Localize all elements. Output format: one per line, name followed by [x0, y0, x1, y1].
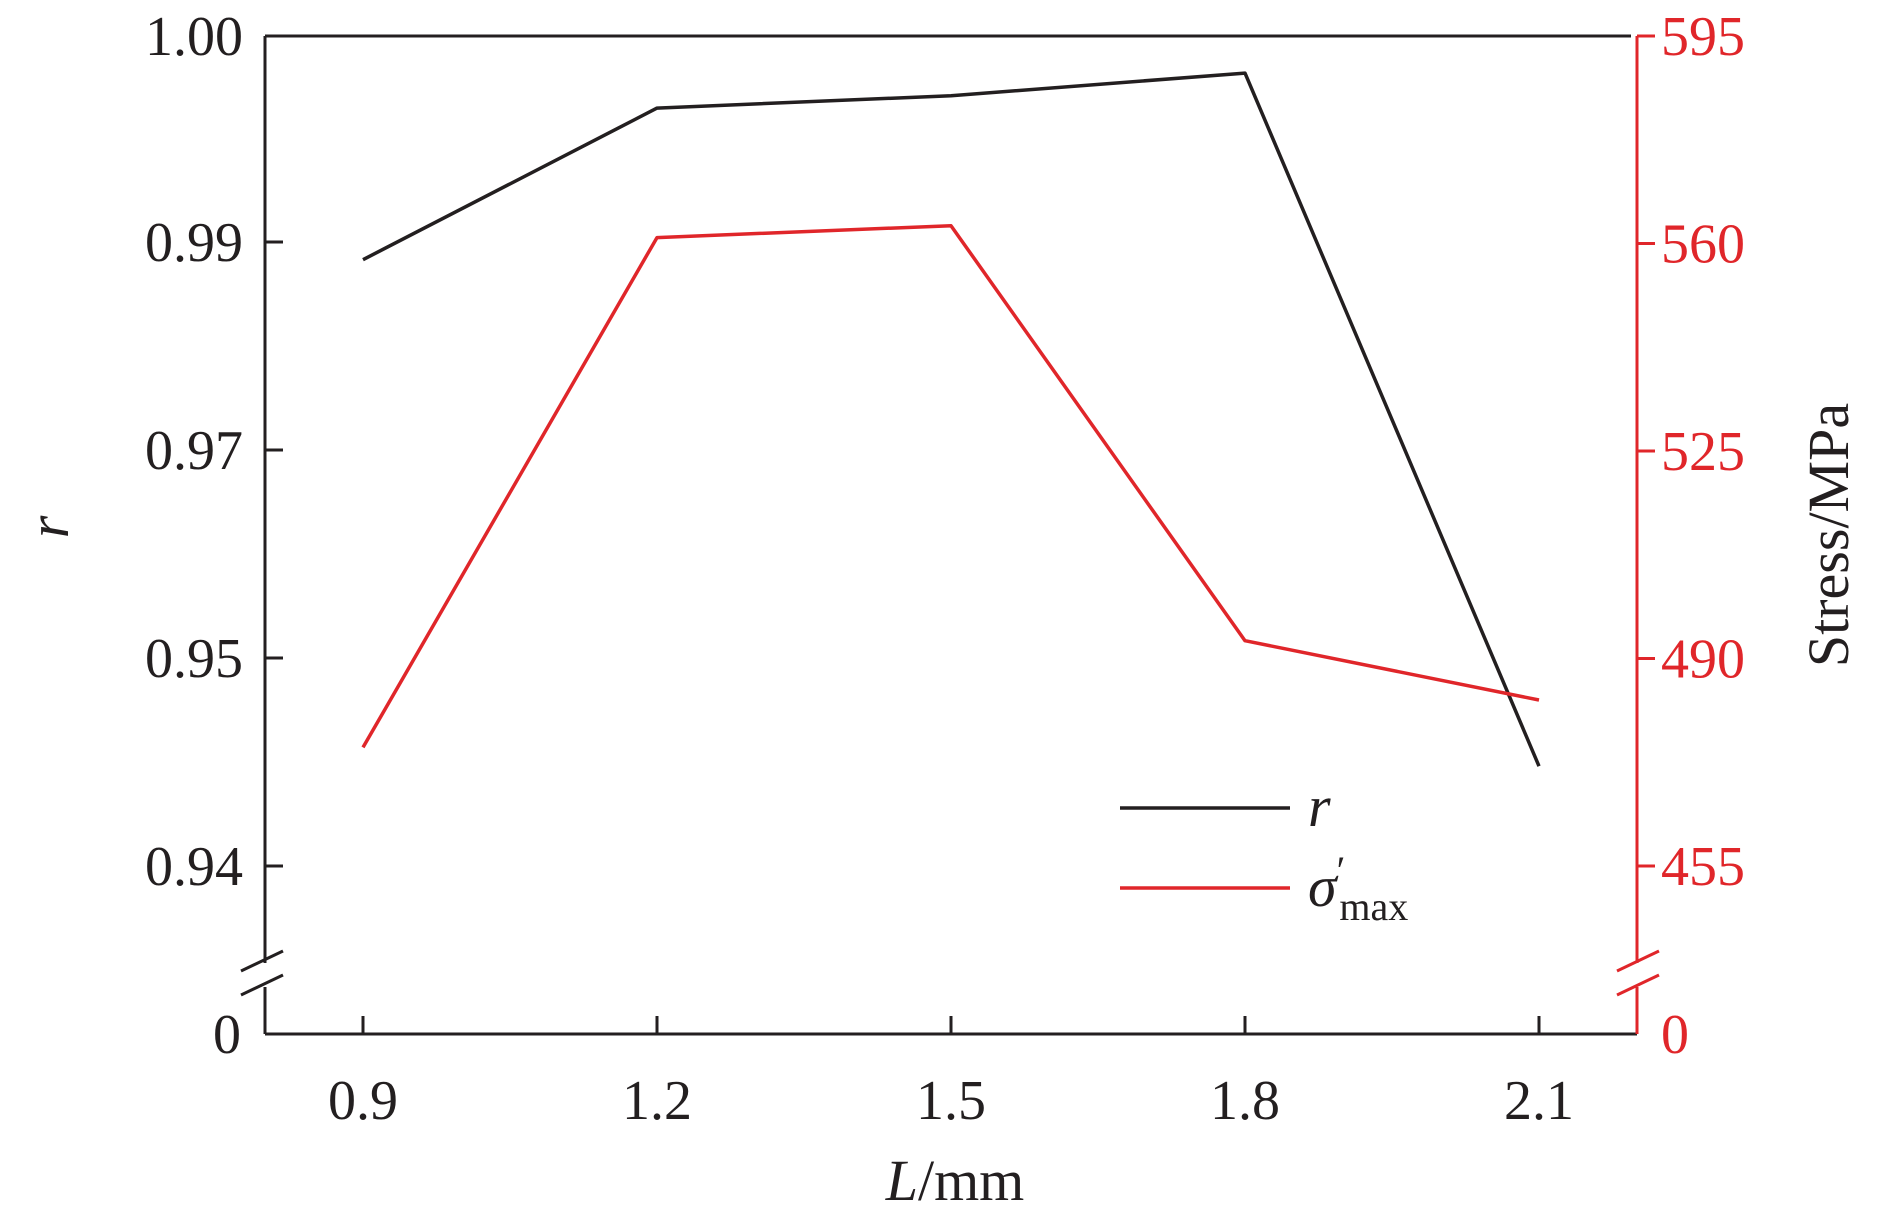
left-y-axis: 0.94 0.95 0.97 0.99 1.00 0 [145, 6, 284, 1066]
x-tick-label: 1.2 [622, 1070, 692, 1132]
x-tick-label: 0.9 [328, 1070, 398, 1132]
x-axis-title-variable: L [885, 1148, 918, 1213]
left-tick-label-zero: 0 [213, 1004, 241, 1066]
right-y-axis: 455 490 525 560 595 0 [1616, 6, 1745, 1066]
left-tick-label: 0.94 [145, 836, 243, 898]
right-axis-break-mark [1616, 973, 1660, 997]
left-axis-break-mark [240, 949, 284, 973]
legend-item: r [1120, 774, 1331, 839]
right-y-axis-title: Stress/MPa [1796, 403, 1861, 667]
right-axis-break-mark [1616, 949, 1660, 973]
series-line [361, 223, 1540, 749]
left-y-axis-title: r [16, 515, 81, 538]
legend: rσ′ max [1120, 774, 1408, 929]
left-tick-label: 0.95 [145, 628, 243, 690]
left-tick-label: 0.97 [145, 420, 243, 482]
legend-symbol: r [1308, 774, 1331, 839]
legend-item: σ′ max [1120, 848, 1408, 929]
series-sigma-max [361, 223, 1540, 749]
x-axis-title: L/mm [885, 1148, 1025, 1213]
x-tick-label: 2.1 [1504, 1070, 1574, 1132]
plot-frame [265, 34, 1637, 1036]
right-tick-label: 525 [1661, 421, 1745, 483]
x-tick-label: 1.8 [1210, 1070, 1280, 1132]
left-tick-label: 1.00 [145, 6, 243, 68]
legend-sub: max [1339, 884, 1408, 929]
legend-sup: ′ [1337, 848, 1346, 893]
right-tick-label: 595 [1661, 6, 1745, 68]
legend-symbol: σ [1308, 854, 1339, 919]
series-line [362, 71, 1541, 767]
right-tick-label: 490 [1661, 629, 1745, 691]
right-tick-label: 560 [1661, 214, 1745, 276]
x-tick-label: 1.5 [916, 1070, 986, 1132]
right-tick-label-zero: 0 [1661, 1004, 1689, 1066]
left-tick-label: 0.99 [145, 212, 243, 274]
x-axis: 0.9 1.2 1.5 1.8 2.1 [328, 1016, 1574, 1132]
right-tick-label: 455 [1661, 836, 1745, 898]
series-r [362, 71, 1541, 767]
series-layer [361, 71, 1541, 767]
x-axis-title-unit: /mm [918, 1148, 1024, 1213]
legend-label: σ′ max [1308, 848, 1408, 929]
left-axis-break-mark [240, 973, 284, 997]
legend-label: r [1308, 774, 1331, 839]
